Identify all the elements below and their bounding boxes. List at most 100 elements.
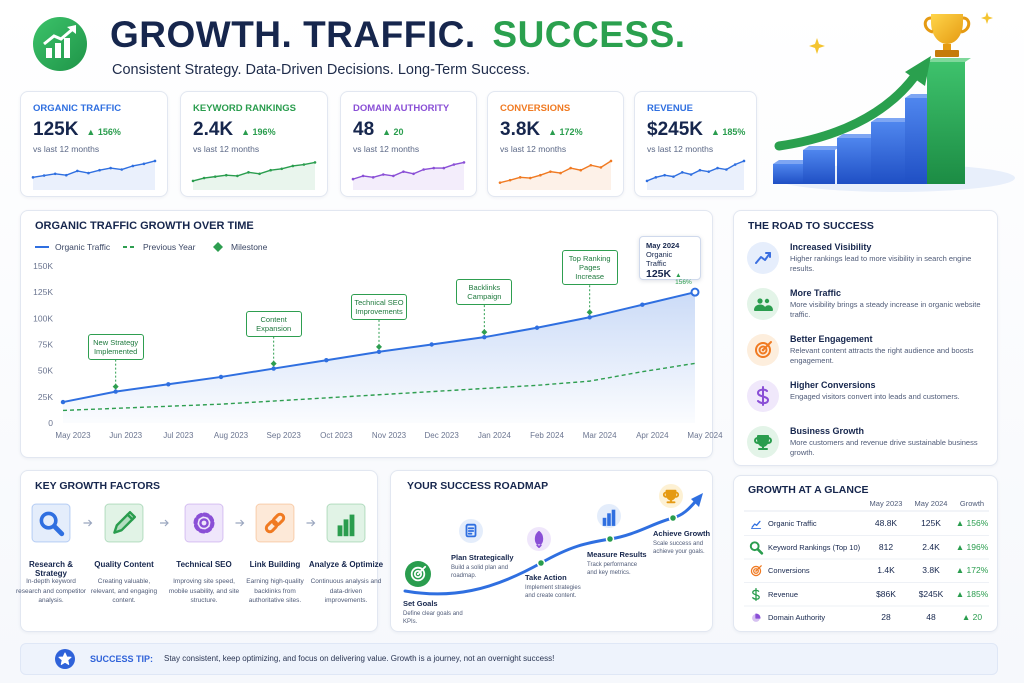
icon-shape bbox=[662, 491, 680, 498]
sparkline-point bbox=[213, 175, 217, 178]
sparkline-point bbox=[98, 168, 101, 172]
icon bbox=[754, 435, 772, 450]
column-header: May 2024 bbox=[914, 499, 948, 508]
point bbox=[218, 374, 224, 380]
sparkline-point bbox=[269, 168, 272, 172]
sparkline-point bbox=[680, 171, 684, 174]
glance-title: GROWTH AT A GLANCE bbox=[748, 484, 869, 496]
sparkline-point bbox=[361, 174, 365, 178]
sparkline-point bbox=[87, 171, 90, 175]
sparkline-point bbox=[351, 177, 355, 181]
kpi-value: 3.8K bbox=[500, 119, 541, 140]
step-text: Implement strategies and create content. bbox=[525, 585, 581, 599]
tooltip-date: May 2024 bbox=[646, 241, 680, 251]
traffic-chart-card: Organic Traffic Previous Year Milestone 0 25… bbox=[20, 210, 723, 458]
row-cell: $86K bbox=[876, 588, 896, 599]
icon bbox=[755, 252, 771, 264]
sparkline-area bbox=[647, 160, 744, 190]
row-cell: 48.8K bbox=[874, 518, 898, 528]
sparkline-point bbox=[258, 172, 261, 176]
row-cell: ▲ 20 bbox=[961, 612, 983, 622]
icon bbox=[750, 520, 762, 530]
graphic bbox=[31, 159, 157, 190]
graphic bbox=[747, 242, 779, 458]
kpi-value-row: $245K ▲ 185% bbox=[647, 119, 745, 141]
area bbox=[63, 292, 695, 423]
icon-shape bbox=[264, 519, 279, 534]
milestone-label: New Strategy Implemented bbox=[87, 333, 144, 360]
factor-icon-bg bbox=[31, 503, 71, 543]
row-name: Keyword Rankings (Top 10) bbox=[768, 542, 861, 552]
kpi-value: $245K bbox=[647, 119, 703, 140]
sparkline bbox=[352, 161, 465, 180]
icon-shape bbox=[271, 512, 286, 527]
hero-illustration bbox=[773, 12, 1015, 192]
road-item-text: More customers and revenue drive sustain… bbox=[790, 438, 978, 457]
road-item-title: Higher Conversions bbox=[790, 380, 876, 390]
factor-text: Earning high-quality backlinks from auth… bbox=[246, 578, 304, 604]
subtitle: Consistent Strategy. Data-Driven Decisio… bbox=[112, 62, 530, 78]
milestone-label: Backlinks Campaign bbox=[456, 279, 513, 306]
row-name: Domain Authority bbox=[768, 613, 826, 622]
arrow bbox=[235, 519, 245, 527]
sparkline-point bbox=[707, 170, 711, 173]
sparkline-point bbox=[442, 166, 446, 170]
kpi-period: vs last 12 months bbox=[193, 144, 260, 154]
kpi-period: vs last 12 months bbox=[33, 144, 100, 154]
sparkline-point bbox=[31, 176, 35, 179]
graphic bbox=[645, 159, 746, 190]
kpi-card: CONVERSIONS 3.8K ▲ 172% vs last 12 months bbox=[487, 91, 624, 197]
sparkline-area bbox=[33, 160, 155, 190]
icon-shape bbox=[665, 489, 677, 501]
sparkline-point bbox=[153, 159, 157, 163]
icon-shape bbox=[751, 520, 761, 528]
row-cell: $245K bbox=[918, 588, 944, 599]
kpi-change: ▲ 185% bbox=[711, 127, 746, 137]
x-tick-label: Feb 2024 bbox=[530, 431, 564, 440]
milestone-label: Content Expansion bbox=[245, 310, 302, 337]
tooltip-series: Organic Traffic bbox=[646, 250, 673, 269]
step-dot bbox=[668, 513, 678, 523]
sparkline-point bbox=[432, 166, 436, 170]
icon-shape bbox=[607, 513, 611, 526]
sparkline-point bbox=[579, 168, 583, 172]
sparkline-point bbox=[689, 173, 693, 176]
roadmap-path bbox=[403, 500, 697, 596]
icon-shape bbox=[126, 513, 134, 521]
graphic bbox=[403, 484, 703, 596]
milestone-label: Technical SEO Improvements bbox=[351, 293, 407, 320]
sparkline-point bbox=[76, 169, 79, 173]
factors-card: KEY GROWTH FACTORS Research & Strategy In-… bbox=[16, 470, 383, 632]
icon bbox=[410, 565, 427, 582]
row-cell: 48 bbox=[926, 612, 936, 622]
icon bbox=[749, 541, 764, 555]
icon-shape bbox=[765, 252, 771, 258]
icon-shape bbox=[193, 512, 215, 534]
kpi-period: vs last 12 months bbox=[353, 144, 420, 154]
row-name: Revenue bbox=[768, 589, 799, 599]
x-tick-label: Sep 2023 bbox=[267, 431, 302, 440]
icon-shape bbox=[58, 652, 72, 665]
icon-shape bbox=[754, 304, 766, 311]
x-tick-label: Jun 2023 bbox=[109, 431, 142, 440]
icon bbox=[465, 523, 477, 538]
sparkline-point bbox=[716, 166, 719, 170]
icon bbox=[39, 511, 65, 537]
sparkline-point bbox=[549, 170, 552, 173]
kpi-label: ORGANIC TRAFFIC bbox=[33, 103, 122, 114]
icon bbox=[662, 489, 680, 504]
icon-shape bbox=[764, 298, 770, 304]
sparkline-point bbox=[559, 171, 562, 175]
row-cell: 1.4K bbox=[877, 565, 895, 575]
step-text: Scale success and achieve your goals. bbox=[653, 541, 705, 555]
sparkline bbox=[499, 160, 612, 184]
kpi-value-row: 2.4K ▲ 196% bbox=[193, 119, 276, 141]
milestone-marker bbox=[586, 309, 593, 316]
sparkline-point bbox=[654, 176, 658, 179]
arrow bbox=[306, 519, 316, 527]
icon-shape bbox=[764, 305, 773, 311]
y-tick-label: 100K bbox=[33, 313, 53, 323]
kpi-label: DOMAIN AUTHORITY bbox=[353, 103, 450, 114]
sparkline-area bbox=[353, 162, 464, 190]
